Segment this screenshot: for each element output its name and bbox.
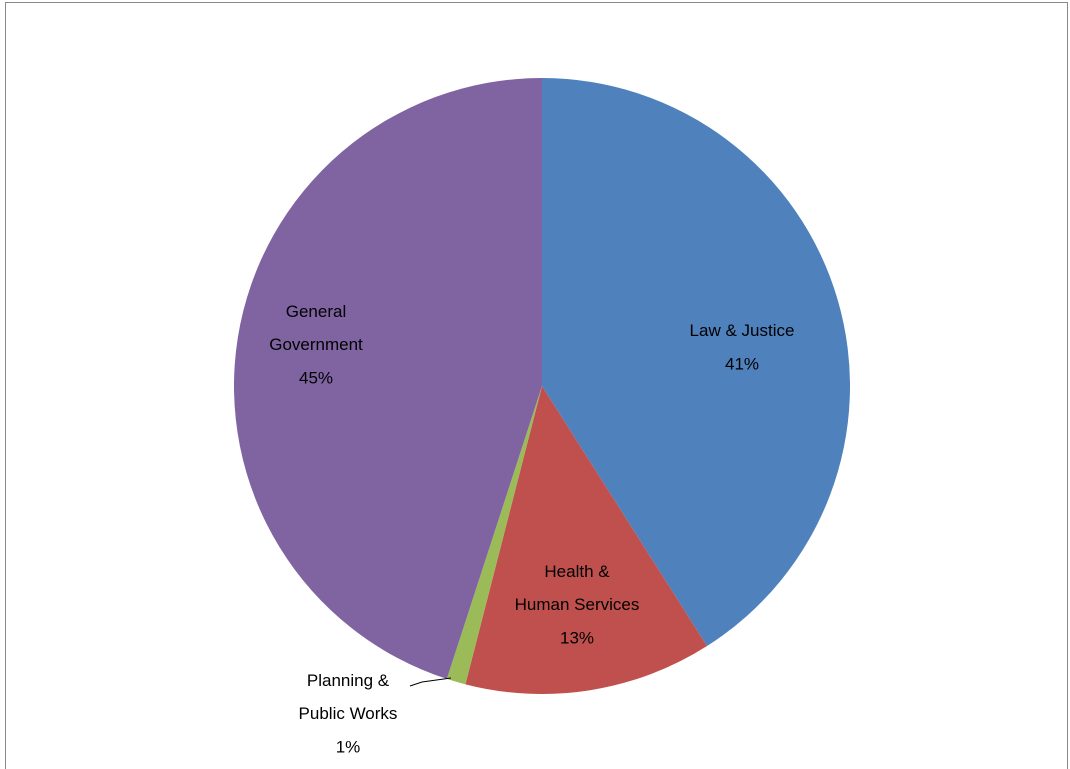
slice-value-label: 13% xyxy=(560,628,594,647)
slice-value-label: 1% xyxy=(336,737,361,756)
pie-slice xyxy=(465,386,708,694)
slice-label: Planning & Public Works xyxy=(299,671,398,723)
slice-label: Health & Human Services xyxy=(515,562,640,614)
pie-slice xyxy=(234,78,543,679)
slice-label: General Government xyxy=(269,302,363,354)
slice-value-label: 45% xyxy=(299,368,333,387)
slice-value-label: 41% xyxy=(725,354,759,373)
pie-slice xyxy=(542,78,850,647)
slice-label: Law & Justice xyxy=(690,321,795,340)
leader-line xyxy=(409,677,452,687)
pie-slice xyxy=(446,386,542,685)
